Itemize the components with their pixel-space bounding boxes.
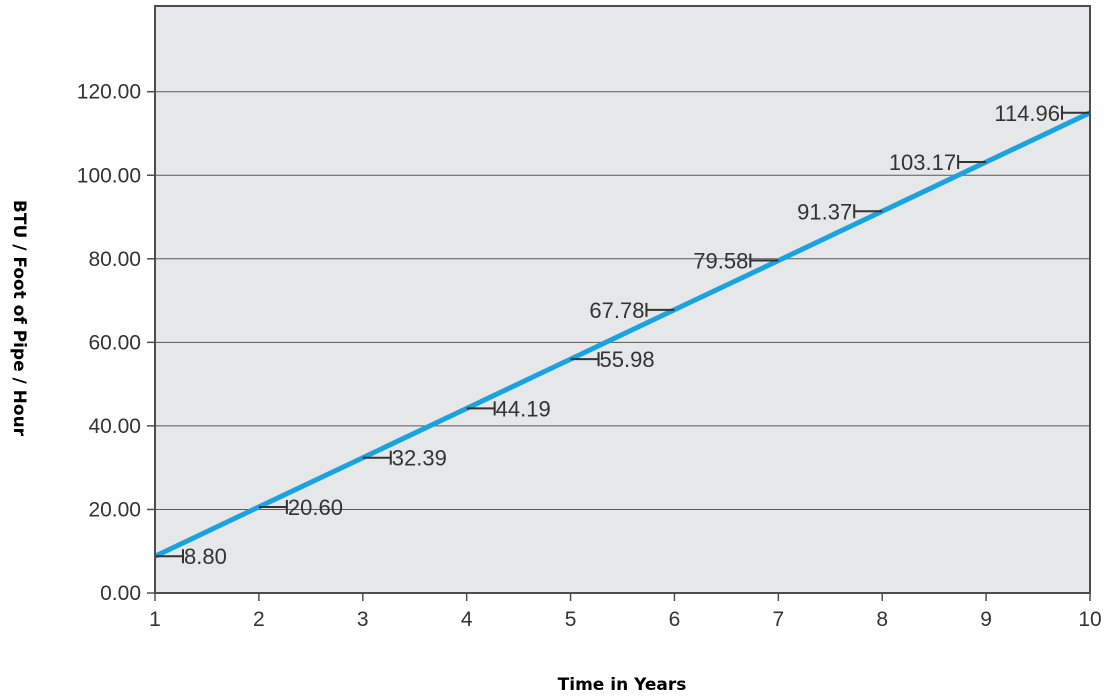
y-tick-label: 60.00 [88, 331, 141, 354]
x-axis-ticks: 1 2 3 4 5 6 7 8 9 10 [149, 593, 1102, 631]
x-tick-label: 9 [980, 608, 992, 631]
y-tick-label: 20.00 [88, 498, 141, 521]
data-label: 79.58 [693, 249, 748, 274]
data-label-markers: 8.80 20.60 32.39 44.19 55.98 67.78 79.58 91.37 1… [155, 101, 1090, 569]
data-label: 91.37 [797, 199, 852, 224]
data-label: 44.19 [496, 396, 551, 421]
x-tick-label: 6 [669, 608, 681, 631]
y-tick-label: 0.00 [100, 582, 141, 605]
x-axis-title: Time in Years [558, 675, 687, 695]
series-line [153, 110, 1092, 559]
y-tick-label: 80.00 [88, 248, 141, 271]
x-tick-label: 7 [772, 608, 784, 631]
plot-area [155, 6, 1090, 593]
gridlines [155, 91, 1090, 510]
data-label: 67.78 [589, 298, 644, 323]
y-axis-ticks: 0.00 20.00 40.00 60.00 80.00 100.00 120.00 [77, 81, 155, 605]
x-tick-label: 1 [149, 608, 161, 631]
data-label: 32.39 [392, 446, 447, 471]
data-label: 103.17 [889, 150, 956, 175]
x-tick-label: 3 [357, 608, 369, 631]
y-tick-label: 120.00 [77, 81, 141, 104]
series-line-group [153, 110, 1092, 559]
data-label: 8.80 [184, 544, 227, 569]
x-tick-label: 8 [876, 608, 888, 631]
data-label: 55.98 [600, 347, 655, 372]
x-tick-label: 2 [253, 608, 265, 631]
x-tick-label: 5 [565, 608, 577, 631]
x-tick-label: 10 [1078, 608, 1101, 631]
y-tick-label: 40.00 [88, 415, 141, 438]
y-tick-label: 100.00 [77, 164, 141, 187]
y-axis-title: BTU / Foot of Pipe / Hour [9, 200, 29, 437]
data-label: 20.60 [288, 495, 343, 520]
plot-frame [154, 5, 1091, 594]
data-label: 114.96 [994, 101, 1060, 126]
x-tick-label: 4 [461, 608, 473, 631]
